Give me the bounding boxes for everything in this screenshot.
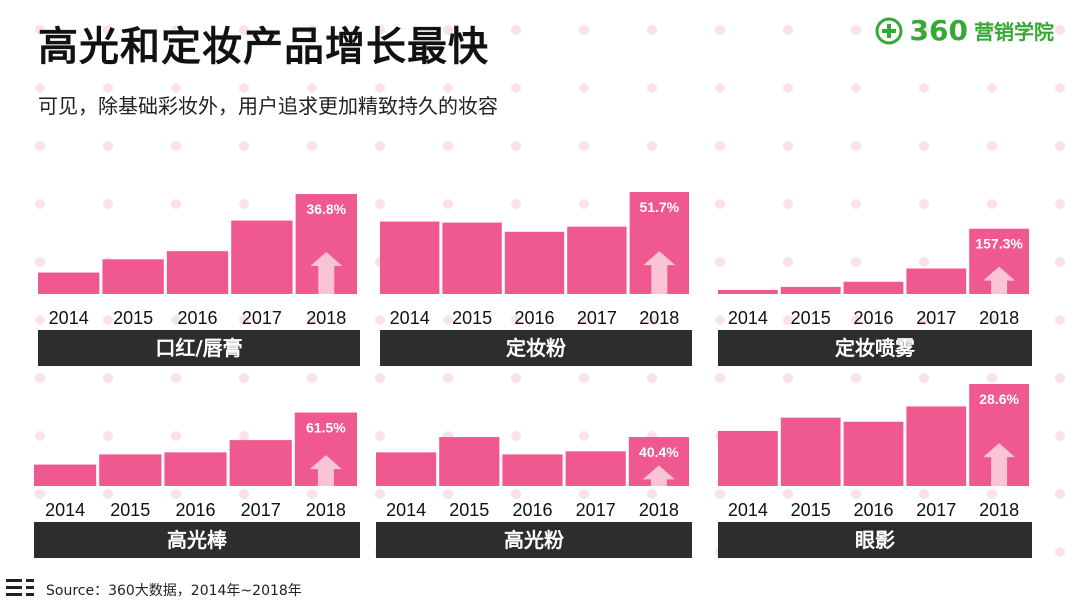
x-tick-label: 2017 <box>916 500 956 520</box>
growth-rate-label: 36.8% <box>306 201 346 217</box>
bar-2015 <box>439 437 500 486</box>
bar-2014 <box>376 452 437 486</box>
logo-number: 360 <box>909 14 968 47</box>
bar-2016 <box>166 251 229 294</box>
chart-panel-setting-spray: 2014 2015 2016 2017 2018 157.3% 定妆喷雾 <box>718 180 1032 366</box>
chart-title: 定妆粉 <box>380 330 692 366</box>
bar-2016 <box>504 231 565 294</box>
growth-rate-label: 40.4% <box>639 444 679 460</box>
bar-2016 <box>843 281 904 294</box>
x-tick-label: 2016 <box>853 308 893 328</box>
x-tick-label: 2015 <box>452 308 492 328</box>
chart-panel-eyeshadow: 2014 2015 2016 2017 2018 28.6% 眼影 <box>718 372 1032 558</box>
bar-chart: 2014 2015 2016 2017 2018 51.7% <box>380 192 689 328</box>
growth-arrow-icon <box>983 266 1016 294</box>
x-tick-label: 2014 <box>390 308 430 328</box>
x-tick-label: 2016 <box>175 500 215 520</box>
x-tick-label: 2017 <box>577 308 617 328</box>
bar-2014 <box>718 430 778 486</box>
bar-2014 <box>34 464 97 486</box>
bar-2016 <box>843 421 904 486</box>
bar-chart: 2014 2015 2016 2017 2018 157.3% <box>718 228 1029 328</box>
growth-arrow-icon <box>643 251 676 294</box>
x-tick-label: 2015 <box>791 308 831 328</box>
bar-2015 <box>102 259 164 294</box>
bar-chart: 2014 2015 2016 2017 2018 61.5% <box>34 412 357 520</box>
bar-2017 <box>567 226 627 294</box>
growth-rate-label: 61.5% <box>306 420 346 436</box>
bar-2017 <box>229 440 292 486</box>
bar-2014 <box>718 289 778 294</box>
list-icon <box>6 579 34 596</box>
growth-arrow-icon <box>310 252 343 294</box>
chart-panel-highlighter-powder: 2014 2015 2016 2017 2018 40.4% 高光粉 <box>376 372 692 558</box>
bar-2016 <box>164 452 227 486</box>
chart-panel-setting-powder: 2014 2015 2016 2017 2018 51.7% 定妆粉 <box>380 180 692 366</box>
x-tick-label: 2015 <box>110 500 150 520</box>
page-subtitle: 可见，除基础彩妆外，用户追求更加精致持久的妆容 <box>38 94 498 118</box>
logo-text: 营销学院 <box>974 20 1054 44</box>
x-tick-label: 2016 <box>514 308 554 328</box>
x-tick-label: 2015 <box>449 500 489 520</box>
bar-2017 <box>906 268 967 294</box>
source-note: Source：360大数据，2014年~2018年 <box>46 583 302 599</box>
bar-2014 <box>380 221 440 294</box>
plus-circle-icon <box>875 17 903 44</box>
chart-title: 眼影 <box>718 522 1032 558</box>
x-tick-label: 2017 <box>916 308 956 328</box>
brand-logo: 360 营销学院 <box>874 14 1054 47</box>
x-tick-label: 2017 <box>241 500 281 520</box>
bar-2015 <box>780 417 841 486</box>
growth-rate-label: 157.3% <box>975 236 1023 252</box>
chart-title: 口红/唇膏 <box>38 330 360 366</box>
x-tick-label: 2016 <box>177 308 217 328</box>
x-tick-label: 2018 <box>979 308 1019 328</box>
growth-arrow-icon <box>309 455 342 486</box>
bar-2015 <box>442 222 502 294</box>
x-tick-label: 2018 <box>979 500 1019 520</box>
bar-chart: 2014 2015 2016 2017 2018 40.4% <box>376 437 689 520</box>
x-tick-label: 2016 <box>853 500 893 520</box>
bar-2017 <box>231 220 293 294</box>
chart-title: 高光粉 <box>376 522 692 558</box>
bar-2016 <box>502 454 563 486</box>
bar-chart: 2014 2015 2016 2017 2018 36.8% <box>38 194 357 328</box>
x-tick-label: 2014 <box>386 500 426 520</box>
x-tick-label: 2016 <box>512 500 552 520</box>
bar-2017 <box>906 406 967 486</box>
bar-chart: 2014 2015 2016 2017 2018 28.6% <box>718 384 1029 520</box>
bar-2014 <box>38 272 100 294</box>
page-title: 高光和定妆产品增长最快 <box>38 24 489 70</box>
x-tick-label: 2018 <box>306 500 346 520</box>
x-tick-label: 2015 <box>113 308 153 328</box>
x-tick-label: 2014 <box>728 500 768 520</box>
x-tick-label: 2018 <box>639 308 679 328</box>
x-tick-label: 2017 <box>242 308 282 328</box>
chart-panel-lipstick: 2014 2015 2016 2017 2018 36.8% 口红/唇膏 <box>38 180 360 366</box>
bar-2015 <box>780 286 841 294</box>
bar-2017 <box>565 451 626 486</box>
x-tick-label: 2018 <box>306 308 346 328</box>
chart-title: 高光棒 <box>34 522 360 558</box>
growth-arrow-icon <box>983 443 1016 486</box>
x-tick-label: 2018 <box>639 500 679 520</box>
x-tick-label: 2014 <box>45 500 85 520</box>
x-tick-label: 2015 <box>791 500 831 520</box>
growth-rate-label: 28.6% <box>979 391 1019 407</box>
x-tick-label: 2014 <box>49 308 89 328</box>
x-tick-label: 2017 <box>576 500 616 520</box>
x-tick-label: 2014 <box>728 308 768 328</box>
growth-rate-label: 51.7% <box>639 199 679 215</box>
chart-panel-highlighter-stick: 2014 2015 2016 2017 2018 61.5% 高光棒 <box>34 372 360 558</box>
chart-title: 定妆喷雾 <box>718 330 1032 366</box>
growth-arrow-icon <box>642 465 675 486</box>
bar-2015 <box>99 454 162 486</box>
